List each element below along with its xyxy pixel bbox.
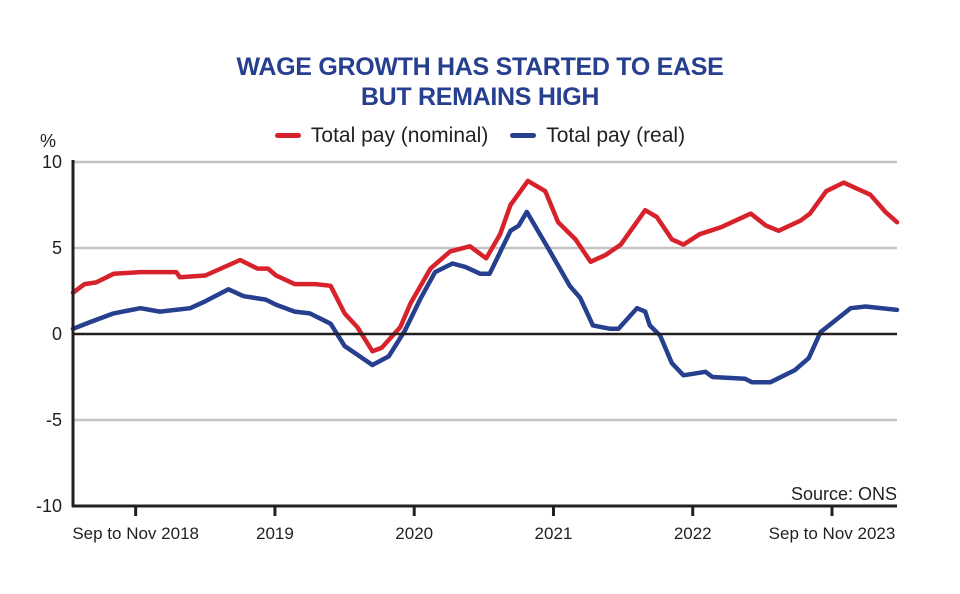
y-tick-label: 10 <box>42 152 62 172</box>
legend-item-real: Total pay (real) <box>510 124 685 148</box>
y-tick-label: -5 <box>46 410 62 430</box>
y-tick-label: -10 <box>36 496 62 516</box>
x-tick-label: 2020 <box>395 524 433 543</box>
x-tick-label: Sep to Nov 2018 <box>72 524 199 543</box>
chart-subtitle: BUT REMAINS HIGH <box>360 83 600 111</box>
legend-label-real: Total pay (real) <box>546 123 686 147</box>
legend: Total pay (nominal) Total pay (real) <box>0 120 960 148</box>
x-tick-label: 2019 <box>256 524 294 543</box>
series-line-real <box>70 209 900 385</box>
chart-title: WAGE GROWTH HAS STARTED TO EASE <box>236 53 724 81</box>
x-tick-label: 2021 <box>535 524 573 543</box>
y-tick-label: 0 <box>52 324 62 344</box>
legend-label-nominal: Total pay (nominal) <box>310 123 489 147</box>
source-note: Source: ONS <box>791 484 897 504</box>
x-tick-label: 2022 <box>674 524 712 543</box>
x-tick-label: Sep to Nov 2023 <box>769 524 896 543</box>
legend-item-nominal: Total pay (nominal) <box>274 123 489 148</box>
y-axis-unit-label: % <box>40 131 56 151</box>
legend-swatch-nominal <box>274 133 301 138</box>
y-tick-label: 5 <box>52 238 62 258</box>
legend-swatch-real <box>510 133 537 138</box>
series-line-nominal <box>70 178 900 354</box>
